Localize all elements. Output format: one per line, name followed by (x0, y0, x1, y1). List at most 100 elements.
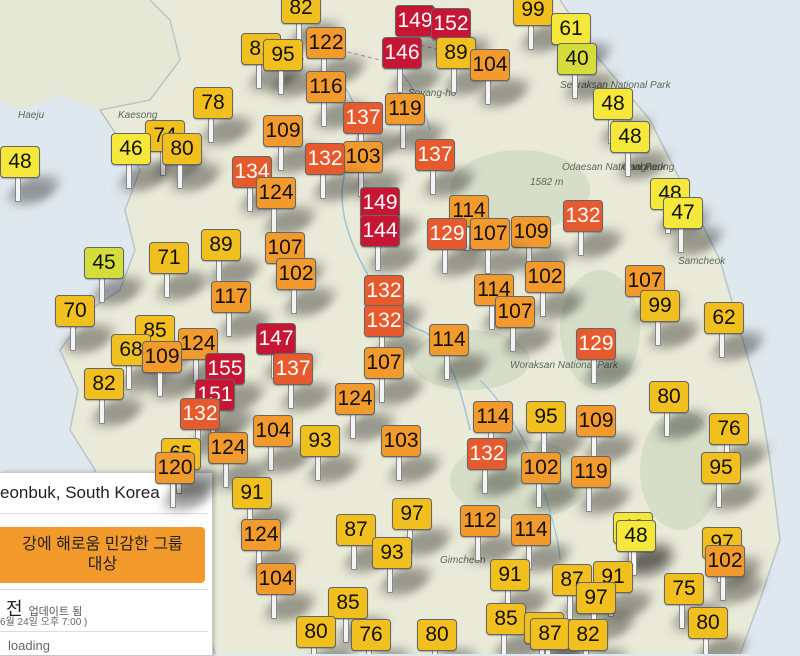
aqi-marker[interactable]: 132 (467, 438, 532, 496)
aqi-marker[interactable]: 114 (511, 514, 576, 572)
aqi-marker[interactable]: 80 (162, 133, 227, 191)
aqi-marker[interactable]: 82 (281, 0, 346, 50)
aqi-marker[interactable]: 104 (253, 415, 318, 473)
aqi-marker[interactable]: 149 (395, 5, 460, 63)
aqi-marker[interactable]: 103 (343, 141, 408, 199)
marker-stem (343, 615, 349, 643)
aqi-marker[interactable]: 99 (640, 290, 705, 348)
aqi-marker[interactable]: 102 (521, 452, 586, 510)
aqi-marker[interactable]: 82 (84, 368, 149, 426)
aqi-marker[interactable]: 80 (417, 619, 482, 654)
aqi-marker[interactable]: 87 (530, 618, 595, 654)
aqi-marker[interactable]: 40 (557, 43, 622, 101)
aqi-value-label: 114 (511, 514, 551, 546)
aqi-marker[interactable]: 104 (470, 49, 535, 107)
aqi-marker[interactable]: 109 (576, 405, 641, 463)
aqi-marker[interactable]: 104 (256, 563, 321, 621)
aqi-marker[interactable]: 122 (306, 27, 371, 85)
aqi-marker[interactable]: 129 (427, 218, 492, 276)
aqi-marker[interactable]: 47 (663, 197, 728, 255)
aqi-marker[interactable]: 137 (415, 139, 480, 197)
aqi-marker[interactable]: 124 (241, 519, 306, 577)
marker-stem (223, 460, 229, 488)
aqi-marker[interactable]: 85 (328, 587, 393, 645)
updated-status: 전 업데이트 됨 (6, 595, 82, 621)
aqi-value-label: 75 (664, 573, 704, 605)
aqi-marker[interactable]: 132 (305, 143, 370, 201)
aqi-marker[interactable]: 114 (429, 324, 494, 382)
aqi-marker[interactable]: 119 (571, 456, 636, 514)
aqi-marker[interactable]: 102 (276, 258, 341, 316)
aqi-marker[interactable]: 120 (155, 452, 220, 510)
aqi-marker[interactable]: 107 (470, 218, 535, 276)
aqi-value-label: 104 (256, 563, 296, 595)
aqi-marker[interactable]: 91 (490, 559, 555, 617)
aqi-marker[interactable]: 80 (296, 616, 361, 654)
aqi-marker[interactable]: 102 (705, 545, 770, 603)
marker-stem (719, 330, 725, 358)
aqi-value-label: 61 (551, 13, 591, 45)
aqi-marker[interactable]: 124 (178, 328, 243, 386)
aqi-marker[interactable]: 109 (511, 216, 576, 274)
aqi-marker[interactable]: 129 (576, 328, 641, 386)
aqi-marker[interactable]: 76 (351, 619, 416, 654)
aqi-marker[interactable]: 107 (495, 296, 560, 354)
aqi-marker[interactable]: 93 (372, 537, 437, 595)
aqi-marker[interactable]: 89 (201, 229, 266, 287)
aqi-marker[interactable]: 85 (486, 603, 551, 654)
aqi-marker[interactable]: 102 (525, 261, 590, 319)
aqi-marker[interactable]: 62 (704, 302, 769, 360)
aqi-marker[interactable]: 95 (701, 452, 766, 510)
aqi-value-label: 80 (688, 607, 728, 639)
aqi-marker[interactable]: 78 (193, 87, 258, 145)
aqi-marker[interactable]: 109 (263, 115, 328, 173)
aqi-marker[interactable]: 137 (273, 353, 338, 411)
updated-sub: 업데이트 됨 (28, 606, 83, 618)
aqi-marker[interactable]: 152 (431, 8, 496, 66)
aqi-marker[interactable]: 82 (568, 619, 633, 654)
aqi-marker[interactable]: 107 (364, 347, 429, 405)
aqi-marker[interactable]: 48 (0, 146, 65, 204)
aqi-marker[interactable]: 48 (616, 520, 681, 578)
aqi-marker[interactable]: 132 (563, 200, 628, 258)
aqi-marker[interactable]: 124 (256, 177, 321, 235)
station-info-panel[interactable]: eonbuk, South Korea 강에 해로움 민감한 그룹 대상 전 업데… (0, 472, 213, 656)
aqi-marker[interactable]: 45 (84, 247, 149, 305)
aqi-marker[interactable]: 99 (513, 0, 578, 52)
aqi-value-label: 82 (84, 368, 124, 400)
aqi-marker[interactable]: 93 (300, 425, 365, 483)
aqi-marker[interactable]: 109 (142, 341, 207, 399)
aqi-marker[interactable]: 144 (360, 215, 425, 273)
aqi-marker[interactable]: 119 (385, 93, 450, 151)
aqi-marker[interactable]: 89 (436, 37, 501, 95)
aqi-marker[interactable]: 95 (526, 401, 591, 459)
aqi-marker[interactable]: 87 (336, 514, 401, 572)
aqi-marker[interactable]: 95 (263, 39, 328, 97)
aqi-marker[interactable]: 71 (149, 242, 214, 300)
aqi-value-label: 45 (84, 247, 124, 279)
aqi-marker[interactable]: 48 (610, 121, 675, 179)
aqi-marker[interactable]: 116 (306, 71, 371, 129)
panel-divider (0, 513, 208, 514)
updated-main: 전 (6, 599, 23, 619)
marker-stem (271, 591, 277, 619)
aqi-marker[interactable]: 48 (593, 88, 658, 146)
aqi-value-label: 137 (343, 102, 383, 134)
marker-stem (578, 228, 584, 256)
aqi-marker[interactable]: 46 (111, 133, 176, 191)
aqi-marker[interactable]: 103 (381, 425, 446, 483)
aqi-value-label: 119 (571, 456, 611, 488)
aqi-marker[interactable]: 117 (211, 281, 276, 339)
aqi-marker[interactable]: 112 (460, 505, 525, 563)
aqi-marker[interactable]: 80 (649, 381, 714, 439)
aqi-value-label: 132 (563, 200, 603, 232)
aqi-marker[interactable]: 70 (55, 295, 120, 353)
aqi-marker[interactable]: 75 (664, 573, 729, 631)
aqi-value-label: 85 (486, 603, 526, 635)
aqi-marker[interactable]: 80 (688, 607, 753, 654)
aqi-marker[interactable]: 147 (256, 323, 321, 381)
aqi-marker[interactable]: 146 (382, 37, 447, 95)
aqi-marker[interactable]: 124 (208, 432, 273, 490)
aqi-marker[interactable]: 124 (335, 383, 400, 441)
